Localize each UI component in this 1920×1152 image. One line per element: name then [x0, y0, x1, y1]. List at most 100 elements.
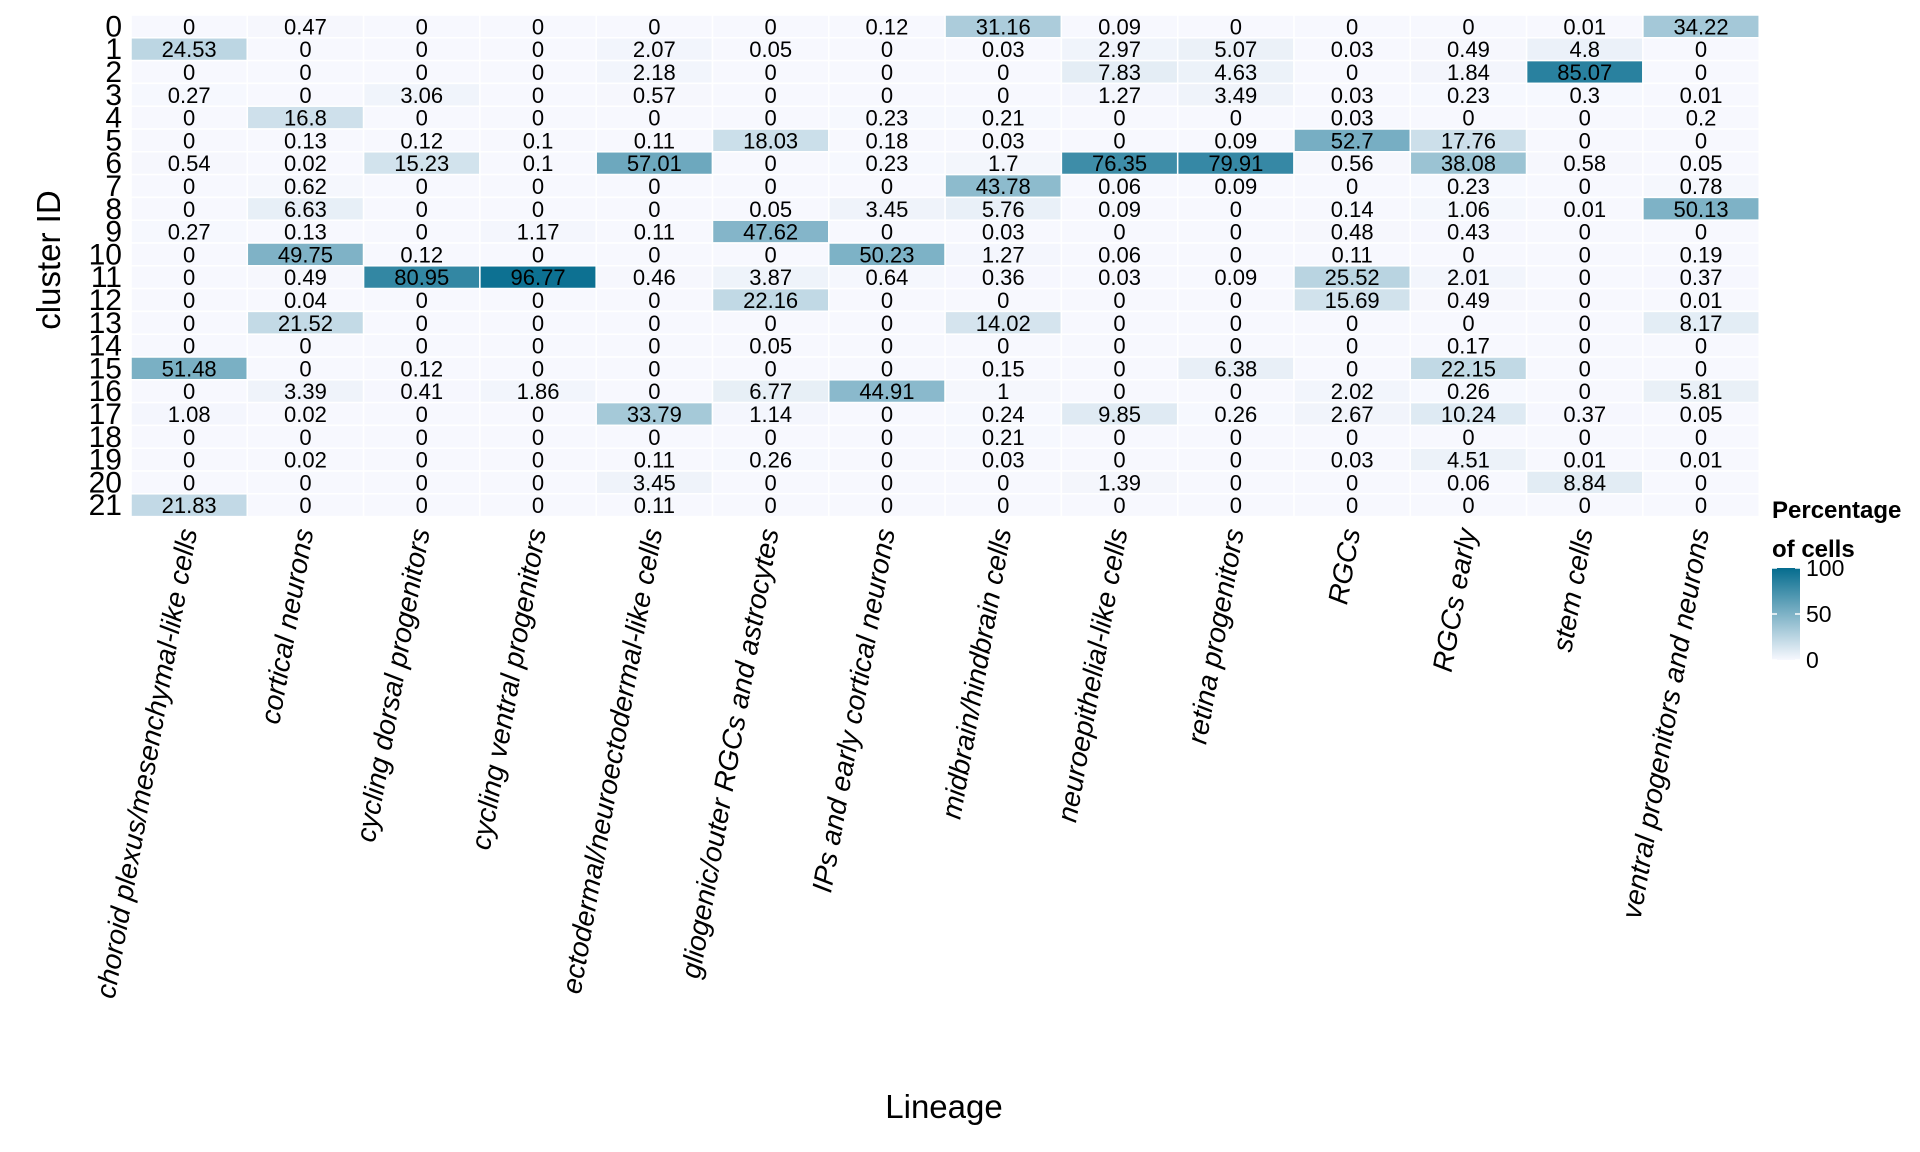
- cell-value-label: 0: [765, 311, 777, 336]
- cell-value-label: 22.15: [1441, 356, 1496, 381]
- cell-value-label: 0: [1579, 334, 1591, 359]
- cell-value-label: 0: [648, 288, 660, 313]
- cell-value-label: 0: [1346, 14, 1358, 39]
- cell-value-label: 0: [183, 14, 195, 39]
- cell-value-label: 0: [1230, 448, 1242, 473]
- cell-value-label: 79.91: [1208, 151, 1263, 176]
- cell-value-label: 0: [532, 242, 544, 267]
- cell-value-label: 3.39: [284, 379, 327, 404]
- y-tick-label: 21: [89, 489, 122, 522]
- cell-value-label: 0.09: [1098, 14, 1141, 39]
- y-tick-label: 12: [89, 284, 122, 317]
- cell-value-label: 0: [532, 37, 544, 62]
- cell-value-label: 0: [1230, 470, 1242, 495]
- legend-tick-label: 0: [1806, 647, 1819, 673]
- cell-value-label: 0.05: [749, 37, 792, 62]
- y-tick-label: 4: [105, 102, 122, 135]
- cell-value-label: 1.27: [1098, 83, 1141, 108]
- cell-value-label: 0.02: [284, 448, 327, 473]
- cell-value-label: 0: [1579, 106, 1591, 131]
- cell-value-label: 0.49: [1447, 288, 1490, 313]
- cell-value-label: 0: [648, 174, 660, 199]
- cell-value-label: 4.51: [1447, 448, 1490, 473]
- cell-value-label: 0: [1579, 174, 1591, 199]
- cell-value-label: 0: [881, 470, 893, 495]
- x-tick-label: neuroepithelial-like cells: [1051, 526, 1133, 824]
- cell-value-label: 0: [183, 425, 195, 450]
- cell-value-label: 0: [532, 288, 544, 313]
- x-tick-label: gliogenic/outer RGCs and astrocytes: [675, 526, 785, 980]
- cell-value-label: 0.37: [1680, 265, 1723, 290]
- cell-value-label: 3.49: [1214, 83, 1257, 108]
- cell-value-label: 0: [1462, 242, 1474, 267]
- x-tick-label: choroid plexus/mesenchymal-like cells: [90, 526, 203, 1000]
- cell-value-label: 0: [881, 83, 893, 108]
- cell-value-label: 0.11: [634, 448, 675, 473]
- cell-value-label: 0: [299, 60, 311, 85]
- y-tick-label: 15: [89, 352, 122, 385]
- cell-value-label: 0: [532, 402, 544, 427]
- cell-value-label: 2.01: [1447, 265, 1490, 290]
- cell-value-label: 16.8: [284, 106, 327, 131]
- cell-value-label: 0.11: [1332, 242, 1373, 267]
- cell-value-label: 0: [183, 60, 195, 85]
- cell-value-label: 0: [183, 311, 195, 336]
- cell-value-label: 1.14: [749, 402, 792, 427]
- y-tick-label: 13: [89, 307, 122, 340]
- cell-value-label: 0: [1113, 334, 1125, 359]
- cell-value-label: 0: [1462, 425, 1474, 450]
- cell-value-label: 0: [1346, 60, 1358, 85]
- cell-value-label: 33.79: [627, 402, 682, 427]
- cell-value-label: 10.24: [1441, 402, 1496, 427]
- cell-value-label: 0: [1579, 288, 1591, 313]
- cell-value-label: 0: [881, 493, 893, 518]
- cell-value-label: 0.23: [1447, 83, 1490, 108]
- x-tick-label: cycling ventral progenitors: [465, 526, 552, 852]
- cell-value-label: 0.11: [634, 493, 675, 518]
- cell-value-label: 0.03: [982, 37, 1025, 62]
- cell-value-label: 0.1: [523, 128, 554, 153]
- cell-value-label: 15.69: [1325, 288, 1380, 313]
- cell-value-label: 8.17: [1680, 311, 1723, 336]
- cell-value-label: 0: [1230, 220, 1242, 245]
- cell-value-label: 3.45: [633, 470, 676, 495]
- heatmap-cells: [130, 14, 1760, 518]
- cell-value-label: 0.2: [1686, 106, 1717, 131]
- cell-value-label: 0: [416, 425, 428, 450]
- cell-value-label: 0.27: [168, 220, 211, 245]
- cell-value-label: 1.06: [1447, 197, 1490, 222]
- cell-value-label: 0: [532, 14, 544, 39]
- cell-value-label: 0.04: [284, 288, 327, 313]
- cell-value-label: 0.09: [1098, 197, 1141, 222]
- y-tick-label: 20: [89, 466, 122, 499]
- cell-value-label: 0: [416, 60, 428, 85]
- cell-value-label: 2.18: [633, 60, 676, 85]
- cell-value-label: 50.13: [1674, 197, 1729, 222]
- cell-value-label: 0.09: [1214, 174, 1257, 199]
- cell-value-label: 0: [1579, 128, 1591, 153]
- cell-value-label: 0: [881, 174, 893, 199]
- cell-value-label: 85.07: [1557, 60, 1612, 85]
- x-tick-label: retina progenitors: [1181, 526, 1249, 746]
- cell-value-label: 0: [1230, 334, 1242, 359]
- cell-value-label: 0.03: [1331, 83, 1374, 108]
- cell-value-label: 0.01: [1680, 448, 1723, 473]
- cell-value-label: 1.84: [1447, 60, 1490, 85]
- cell-value-label: 0: [1579, 425, 1591, 450]
- cell-value-label: 0.12: [866, 14, 909, 39]
- cell-value-label: 31.16: [976, 14, 1031, 39]
- cell-value-label: 0.26: [1214, 402, 1257, 427]
- cell-value-label: 6.63: [284, 197, 327, 222]
- cell-value-label: 0.01: [1680, 83, 1723, 108]
- cell-value-label: 0: [183, 174, 195, 199]
- cell-value-label: 0: [765, 242, 777, 267]
- cell-value-label: 0: [997, 493, 1009, 518]
- cell-value-label: 0.03: [982, 128, 1025, 153]
- cell-value-label: 0: [1113, 379, 1125, 404]
- cell-value-label: 24.53: [162, 37, 217, 62]
- cell-value-label: 0: [1695, 425, 1707, 450]
- cell-value-label: 0.23: [866, 151, 909, 176]
- cell-value-label: 0.62: [284, 174, 327, 199]
- cell-value-label: 0: [1579, 356, 1591, 381]
- cell-value-label: 0: [648, 311, 660, 336]
